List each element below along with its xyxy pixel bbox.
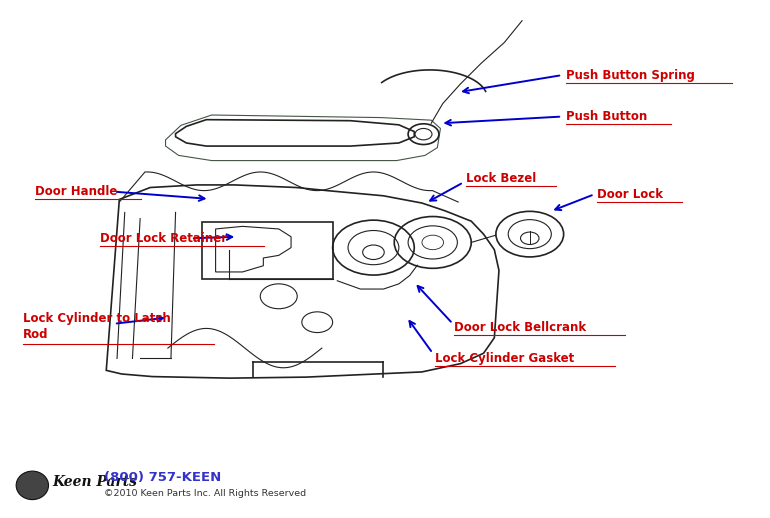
Text: Push Button Spring: Push Button Spring bbox=[566, 68, 695, 82]
Text: Door Lock Retainer: Door Lock Retainer bbox=[100, 232, 227, 245]
Text: ©2010 Keen Parts Inc. All Rights Reserved: ©2010 Keen Parts Inc. All Rights Reserve… bbox=[104, 488, 306, 498]
Text: Door Lock: Door Lock bbox=[597, 188, 663, 201]
Text: Lock Cylinder to Latch
Rod: Lock Cylinder to Latch Rod bbox=[23, 312, 171, 341]
Text: Door Lock Bellcrank: Door Lock Bellcrank bbox=[454, 321, 587, 334]
Text: (800) 757-KEEN: (800) 757-KEEN bbox=[104, 471, 221, 484]
Ellipse shape bbox=[16, 471, 49, 499]
Text: Push Button: Push Button bbox=[566, 110, 648, 123]
Text: Lock Bezel: Lock Bezel bbox=[466, 172, 536, 185]
Text: Door Handle: Door Handle bbox=[35, 185, 117, 198]
Text: Keen Parts: Keen Parts bbox=[52, 474, 137, 489]
Text: Lock Cylinder Gasket: Lock Cylinder Gasket bbox=[435, 352, 574, 365]
